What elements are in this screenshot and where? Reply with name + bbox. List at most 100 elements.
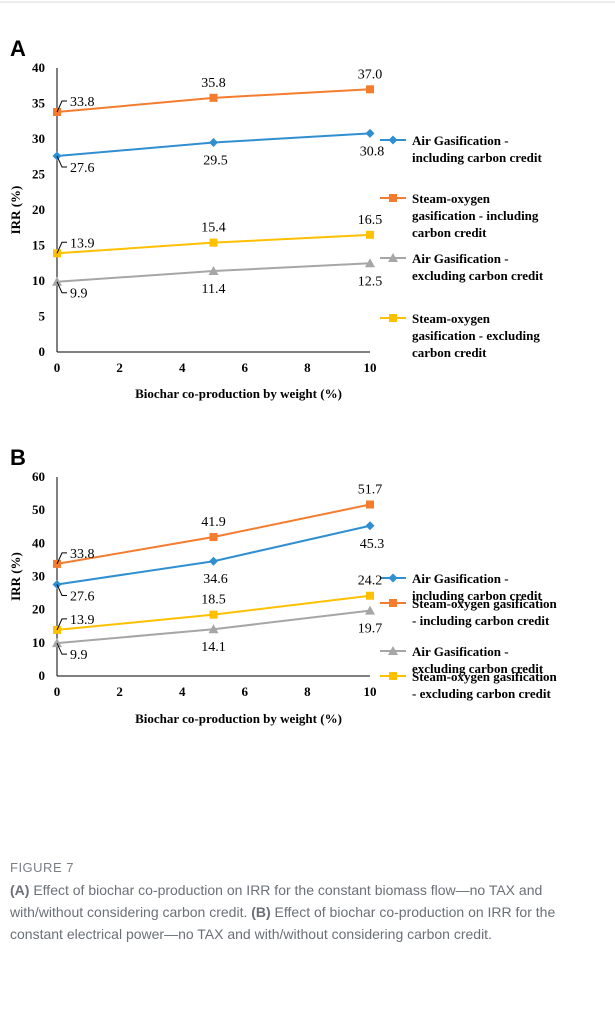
chart-panel-a: A 0 5 10 15 20 25 30 35 40 0 2 4 6 8 10 Biochar co-produ… <box>8 36 544 401</box>
caption-part: (B) <box>251 904 271 920</box>
data-point <box>388 253 398 262</box>
data-point <box>209 556 218 566</box>
data-label: 12.5 <box>358 274 383 289</box>
data-label: 18.5 <box>201 593 226 608</box>
legend-item-air_incl: Air Gasification - including carbon credi… <box>380 571 542 603</box>
data-label: 19.7 <box>358 622 383 637</box>
series-air_excl: 9.9 11.4 12.5 <box>52 258 383 302</box>
figure-title: FIGURE 7 <box>10 860 74 875</box>
legend-item-air_incl: Air Gasification - including carbon credi… <box>380 133 542 165</box>
x-tick-label: 8 <box>304 360 311 375</box>
y-tick-label: 5 <box>39 309 46 324</box>
y-tick-label: 0 <box>39 344 46 359</box>
x-tick-label: 2 <box>116 684 123 699</box>
x-tick-label: 2 <box>116 360 123 375</box>
caption-part: Effect of biochar co-production on IRR f… <box>10 882 543 920</box>
data-point <box>209 238 218 247</box>
legend-item-steam_incl: Steam-oxygen gasification - including carb… <box>380 191 539 240</box>
data-label: 16.5 <box>358 213 383 228</box>
y-axis-title: IRR (%) <box>8 552 23 601</box>
x-tick-label: 6 <box>242 684 249 699</box>
label-leader <box>56 100 67 113</box>
data-label: 15.4 <box>201 221 226 236</box>
series-steam_incl: 33.8 41.9 51.7 <box>53 483 382 568</box>
data-label: 9.9 <box>70 648 88 663</box>
data-label: 34.6 <box>203 572 228 587</box>
data-point <box>209 533 218 542</box>
data-point <box>389 314 397 322</box>
y-tick-label: 15 <box>32 238 46 253</box>
label-leader <box>56 552 67 565</box>
data-point <box>52 276 62 286</box>
x-tick-label: 10 <box>364 684 377 699</box>
series-air_incl: 27.6 34.6 45.3 <box>52 521 385 604</box>
y-tick-label: 30 <box>32 131 45 146</box>
data-label: 33.8 <box>70 95 95 110</box>
series-air_excl: 9.9 14.1 19.7 <box>52 605 383 663</box>
legend-label: excluding carbon credit <box>412 661 544 676</box>
data-label: 33.8 <box>70 547 95 562</box>
data-point <box>388 646 398 655</box>
data-point <box>366 591 374 600</box>
legend-item-steam_excl: Steam-oxygen gasification - excluding car… <box>380 669 558 701</box>
series-air_incl: 27.6 29.5 30.8 <box>52 128 385 176</box>
x-tick-label: 8 <box>304 684 311 699</box>
data-label: 30.8 <box>360 144 385 159</box>
legend-label: Air Gasification - <box>412 644 509 659</box>
legend-label: carbon credit <box>412 345 487 360</box>
data-point <box>388 573 398 583</box>
y-tick-label: 35 <box>32 96 46 111</box>
x-tick-label: 6 <box>242 360 249 375</box>
panel-letter: A <box>10 36 26 61</box>
label-leader <box>56 241 67 254</box>
data-label: 9.9 <box>70 287 88 302</box>
label-leader <box>56 642 67 655</box>
legend-label: - excluding carbon credit <box>412 686 551 701</box>
data-label: 13.9 <box>70 236 95 251</box>
data-label: 14.1 <box>201 640 226 655</box>
x-tick-label: 10 <box>364 360 377 375</box>
y-tick-label: 40 <box>32 535 45 550</box>
data-point <box>209 138 218 148</box>
data-point <box>389 194 397 202</box>
data-point <box>388 135 398 145</box>
data-label: 35.8 <box>201 76 226 91</box>
legend-item-steam_incl: Steam-oxygen gasification - including car… <box>380 596 558 628</box>
data-point <box>208 266 219 276</box>
x-tick-label: 4 <box>179 684 186 699</box>
caption-text: (A) Effect of biochar co-production on I… <box>10 879 600 945</box>
x-tick-label: 4 <box>179 360 186 375</box>
series-steam_excl: 13.9 15.4 16.5 <box>53 213 383 258</box>
data-label: 41.9 <box>201 515 226 530</box>
legend-item-air_excl: Air Gasification - excluding carbon credi… <box>380 251 544 283</box>
data-point <box>365 605 375 615</box>
data-label: 11.4 <box>202 282 226 297</box>
legend-label: Steam-oxygen gasification <box>412 669 558 684</box>
legend-label: Steam-oxygen gasification <box>412 596 558 611</box>
data-label: 27.6 <box>70 161 95 176</box>
legend-label: including carbon credit <box>412 150 542 165</box>
legend-label: Air Gasification - <box>412 251 509 266</box>
data-label: 51.7 <box>358 483 383 498</box>
data-point <box>209 610 218 619</box>
legend-label: gasification - excluding <box>412 328 540 343</box>
x-tick-label: 0 <box>54 684 61 699</box>
data-label: 45.3 <box>360 537 385 552</box>
label-leader <box>56 584 67 596</box>
caption-part: Effect of biochar co-production on IRR f… <box>10 904 556 942</box>
y-axis-title: IRR (%) <box>8 186 23 235</box>
legend-label: Steam-oxygen <box>412 191 491 206</box>
legend-label: gasification - including <box>412 208 539 223</box>
series-steam_excl: 13.9 18.5 24.2 <box>53 574 382 634</box>
y-tick-label: 30 <box>32 569 45 584</box>
data-point <box>366 85 374 94</box>
legend-label: - including carbon credit <box>412 613 550 628</box>
label-leader <box>56 155 67 168</box>
chart-panel-b: B 0 10 20 30 40 50 60 0 2 4 6 8 10 Biochar co-producti… <box>8 445 558 726</box>
x-axis-title: Biochar co-production by weight (%) <box>135 386 342 401</box>
data-point <box>365 128 375 138</box>
y-tick-label: 10 <box>32 273 45 288</box>
data-point <box>52 638 62 648</box>
data-point <box>365 258 375 268</box>
